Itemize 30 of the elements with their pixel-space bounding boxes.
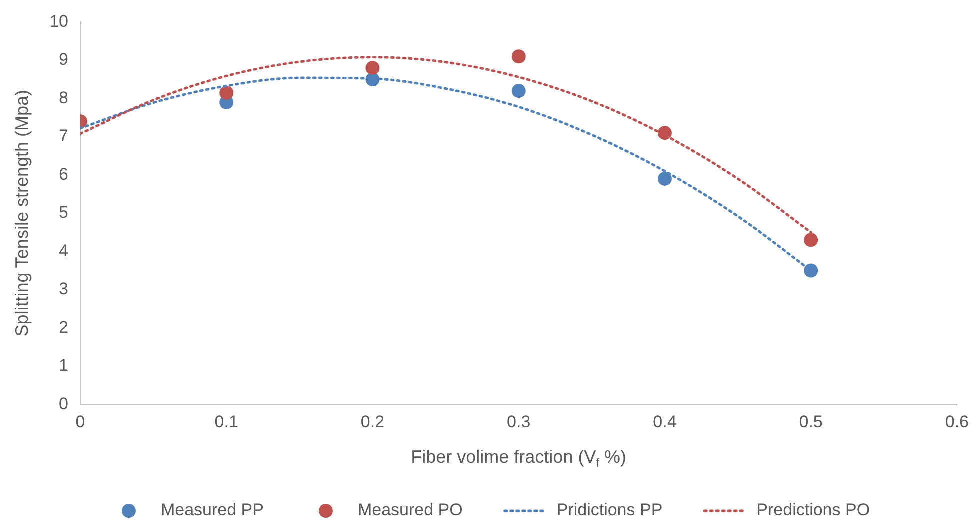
point [366, 61, 380, 76]
point [220, 86, 234, 100]
y-tick-label: 2 [59, 318, 69, 337]
point [804, 233, 818, 248]
legend-label: Predictions PO [756, 500, 870, 520]
x-tick-label: 0.4 [653, 412, 677, 432]
x-tick-label: 0.5 [799, 412, 823, 432]
x-tick-label: 0.2 [360, 412, 385, 432]
x-tick-label: 0.3 [507, 412, 531, 432]
point [804, 264, 818, 278]
legend-label: Measured PP [160, 500, 264, 520]
point [512, 50, 526, 64]
point [658, 172, 672, 186]
y-tick-label: 7 [59, 126, 69, 146]
x-tick-label: 0 [76, 412, 86, 432]
y-tick-label: 5 [59, 203, 69, 222]
y-tick-label: 6 [59, 164, 69, 184]
y-tick-label: 9 [59, 50, 69, 70]
y-tick-label: 4 [59, 241, 69, 260]
x-tick-label: 0.1 [214, 412, 238, 432]
legend-label: Pridictions PP [556, 500, 663, 520]
y-tick-label: 0 [59, 394, 69, 414]
y-axis-title: Splitting Tensile strength (Mpa) [12, 90, 32, 337]
x-tick-label: 0.6 [945, 412, 970, 432]
legend-label: Measured PO [358, 500, 463, 520]
y-tick-label: 8 [59, 88, 69, 108]
y-tick-label: 1 [59, 356, 69, 376]
point [512, 84, 526, 98]
y-tick-label: 3 [59, 280, 69, 299]
y-tick-label: 10 [50, 12, 69, 31]
